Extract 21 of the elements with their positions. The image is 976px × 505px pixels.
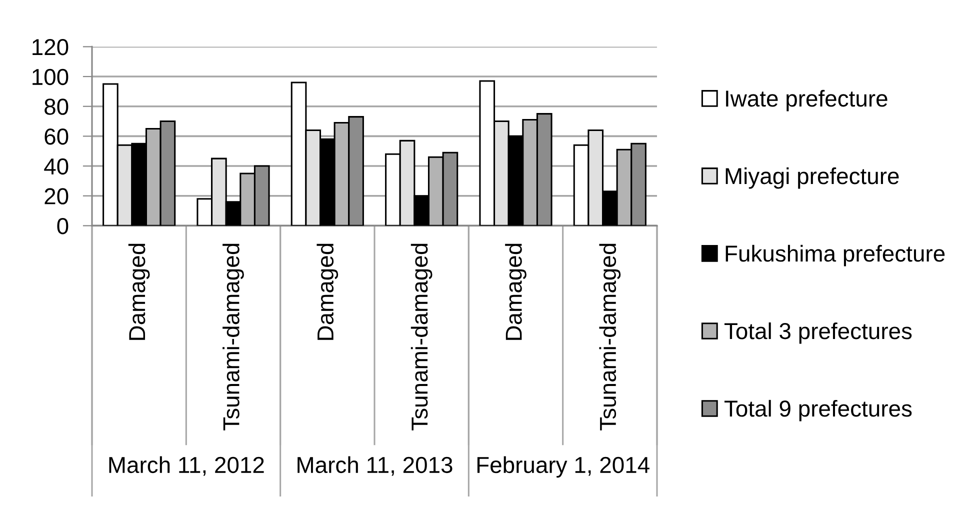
legend-label: Miyagi prefecture <box>726 167 899 189</box>
legend-label: Fukushima prefecture <box>726 244 945 266</box>
x-tick-label: Tsunami-damaged <box>222 244 244 430</box>
x-tick-label: Tsunami-damaged <box>599 244 621 430</box>
text: March 11, 2013 <box>298 456 452 476</box>
x-tick-label: Tsunami-damaged <box>410 244 432 430</box>
y-tick-label: 80 <box>44 98 68 115</box>
text: February 1, 2014 <box>477 456 650 478</box>
legend-label: Total 9 prefectures <box>724 400 912 422</box>
x-tick-label: Damaged <box>505 244 526 340</box>
legend-label: Total 3 prefectures <box>724 322 912 344</box>
y-tick-label: 0 <box>57 218 68 234</box>
y-tick-label: 40 <box>44 158 68 175</box>
x-tick-label: Damaged <box>128 244 150 340</box>
y-tick-label: 100 <box>32 68 68 86</box>
y-tick-label: 20 <box>44 188 68 204</box>
legend-label: Iwate prefecture <box>726 90 888 112</box>
text: March 11, 2012 <box>109 456 264 476</box>
y-tick-label: 60 <box>44 128 68 145</box>
x-tick-label: Damaged <box>316 244 338 340</box>
y-tick-label: 120 <box>32 39 68 56</box>
